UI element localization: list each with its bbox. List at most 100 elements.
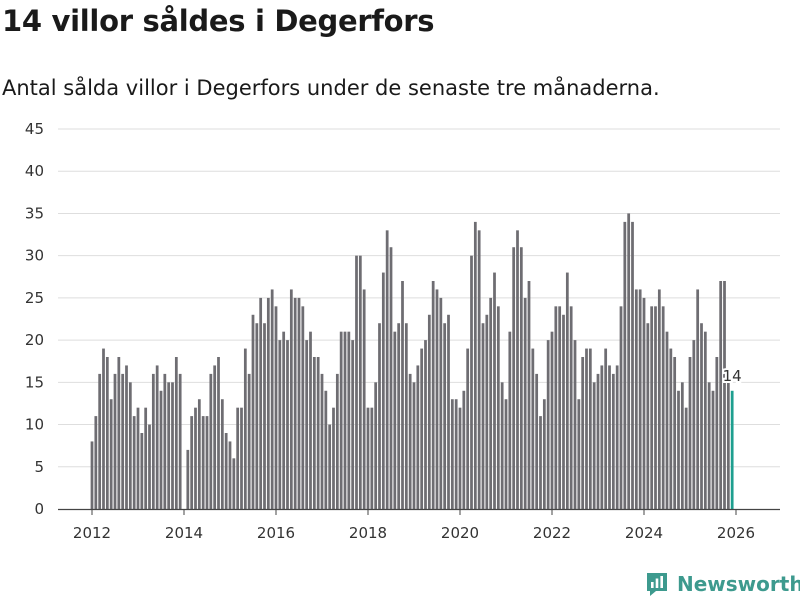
brand-name: Newsworthy [677, 572, 800, 596]
bar [312, 357, 316, 509]
bar [240, 407, 243, 509]
bar [117, 357, 121, 509]
bar [102, 348, 105, 509]
bar [220, 399, 224, 509]
bar [585, 348, 588, 509]
bar [485, 314, 489, 509]
bar [523, 297, 527, 509]
y-tick-label: 45 [25, 120, 44, 138]
bar [588, 348, 592, 509]
y-tick-label: 20 [25, 331, 44, 349]
bar [519, 247, 523, 509]
bar [224, 433, 228, 509]
bar [171, 382, 174, 509]
bar [389, 247, 393, 509]
x-tick-label: 2016 [257, 524, 295, 542]
bar [128, 382, 132, 509]
value-annotation: 14 [723, 367, 742, 385]
bar [669, 348, 673, 509]
annotation: 14 [721, 365, 744, 387]
bar [466, 348, 470, 509]
bar [332, 407, 335, 509]
bar [404, 323, 408, 509]
bar [450, 399, 454, 509]
bar [297, 297, 301, 509]
bar [558, 306, 562, 509]
bar [642, 297, 646, 509]
bar [615, 365, 619, 509]
bar [700, 323, 703, 509]
bar [105, 357, 109, 509]
bar [581, 357, 585, 509]
bar [634, 289, 638, 509]
x-tick-label: 2014 [165, 524, 203, 542]
bar [305, 340, 309, 509]
bar [286, 340, 289, 509]
bar [542, 399, 546, 509]
bar [619, 306, 623, 509]
bar [324, 390, 328, 509]
bar [178, 373, 182, 509]
bar [420, 348, 424, 509]
bar [715, 357, 719, 509]
bar [201, 416, 205, 509]
bar [481, 323, 485, 509]
bar [508, 331, 512, 509]
bar [565, 272, 569, 509]
bar [677, 390, 680, 509]
bar [431, 281, 435, 509]
bar [293, 297, 297, 509]
bar [378, 323, 381, 509]
bar [328, 424, 332, 509]
bar [374, 382, 378, 509]
bar [385, 230, 389, 509]
y-tick-label: 0 [34, 500, 44, 518]
bar [569, 306, 573, 509]
y-tick-label: 10 [25, 416, 44, 434]
bar [274, 306, 278, 509]
bar [236, 407, 240, 509]
bar [401, 281, 404, 509]
bar [109, 399, 113, 509]
bar [355, 255, 358, 509]
bar [266, 297, 270, 509]
y-tick-label: 35 [25, 204, 44, 222]
bar [213, 365, 217, 509]
bar [155, 365, 159, 509]
bar [167, 382, 171, 509]
bar [447, 314, 450, 509]
bar [600, 365, 604, 509]
bar [692, 340, 696, 509]
x-tick-label: 2026 [717, 524, 755, 542]
bar [424, 340, 427, 509]
bar [473, 221, 477, 509]
bar [631, 221, 634, 509]
bar [259, 297, 263, 509]
bar [159, 390, 163, 509]
bar [470, 255, 473, 509]
bar [209, 373, 213, 509]
x-tick-label: 2020 [441, 524, 479, 542]
bar [163, 373, 167, 509]
bar [309, 331, 312, 509]
bar [255, 323, 259, 509]
bar [573, 340, 577, 509]
bar [427, 314, 431, 509]
bar [516, 230, 519, 509]
bar [358, 255, 362, 509]
bar [397, 323, 401, 509]
bar [726, 373, 730, 509]
bar [251, 314, 255, 509]
bar [577, 399, 581, 509]
bar [696, 289, 700, 509]
bar [381, 272, 385, 509]
bar [121, 373, 125, 509]
bar [194, 407, 197, 509]
bar [125, 365, 128, 509]
bar [489, 297, 493, 509]
bar [263, 323, 266, 509]
y-tick-label: 40 [25, 162, 44, 180]
bar [351, 340, 355, 509]
bar [416, 365, 420, 509]
